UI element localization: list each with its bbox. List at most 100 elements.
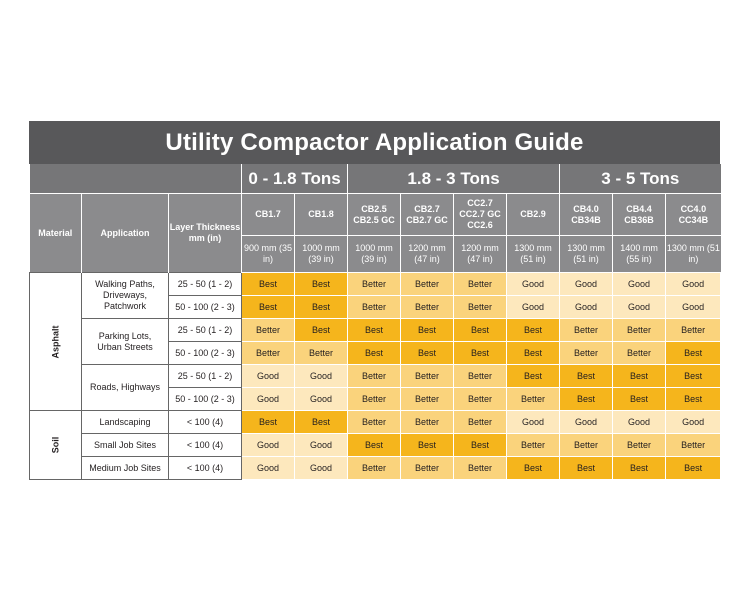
guide-table: 0 - 1.8 Tons 1.8 - 3 Tons 3 - 5 Tons Mat… (29, 164, 722, 480)
rating-cell: Better (453, 295, 508, 319)
model-header: CB2.7 CB2.7 GC (400, 193, 454, 236)
application-guide: Utility Compactor Application Guide 0 - … (29, 121, 722, 480)
material-label: Asphalt (50, 324, 61, 359)
rating-cell: Best (665, 387, 722, 411)
rating-cell: Best (506, 318, 561, 342)
rating-cell: Best (347, 318, 402, 342)
rating-cell: Best (453, 341, 508, 365)
drum-width-header: 900 mm (35 in) (241, 235, 295, 273)
application-header: Application (81, 193, 169, 273)
guide-title: Utility Compactor Application Guide (29, 121, 720, 164)
group-header-row: 0 - 1.8 Tons 1.8 - 3 Tons 3 - 5 Tons (29, 164, 721, 194)
rating-cell: Best (612, 364, 667, 388)
rating-cell: Good (294, 387, 349, 411)
rating-cell: Better (347, 364, 402, 388)
rating-cell: Good (665, 272, 722, 296)
rating-cell: Better (559, 341, 614, 365)
rating-cell: Good (559, 410, 614, 434)
model-header: CC2.7 CC2.7 GC CC2.6 (453, 193, 507, 236)
thickness-cell: 50 - 100 (2 - 3) (167, 341, 243, 365)
rating-cell: Best (294, 295, 349, 319)
thickness-cell: < 100 (4) (167, 410, 243, 434)
rating-cell: Good (612, 272, 667, 296)
rating-cell: Good (559, 272, 614, 296)
drum-width-header: 1200 mm (47 in) (453, 235, 507, 273)
rating-cell: Best (559, 456, 614, 480)
rating-cell: Good (559, 295, 614, 319)
material-cell: Soil (29, 410, 82, 480)
rating-cell: Good (506, 272, 561, 296)
rating-cell: Good (241, 433, 296, 457)
rating-cell: Best (400, 341, 455, 365)
rating-cell: Better (400, 456, 455, 480)
application-cell: Roads, Highways (81, 364, 169, 411)
rating-cell: Best (241, 272, 296, 296)
model-header: CB2.5 CB2.5 GC (347, 193, 401, 236)
rating-cell: Good (506, 410, 561, 434)
rating-cell: Better (400, 364, 455, 388)
thickness-cell: < 100 (4) (167, 456, 243, 480)
rating-cell: Good (294, 456, 349, 480)
rating-cell: Better (347, 295, 402, 319)
rating-cell: Best (559, 364, 614, 388)
rating-cell: Best (665, 341, 722, 365)
rating-cell: Best (453, 433, 508, 457)
rating-cell: Better (453, 364, 508, 388)
table-row: Parking Lots, Urban Streets 25 - 50 (1 - … (30, 318, 722, 365)
drum-width-header: 1000 mm (39 in) (347, 235, 401, 273)
thickness-cell: 25 - 50 (1 - 2) (167, 318, 243, 342)
drum-width-header: 1300 mm (51 in) (665, 235, 721, 273)
table-row: Asphalt Walking Paths, Driveways, Patchwo… (29, 272, 722, 411)
rating-cell: Better (559, 318, 614, 342)
rating-cell: Best (347, 341, 402, 365)
rating-cell: Better (665, 433, 722, 457)
table-row: Medium Job Sites < 100 (4) Good Good Better B… (30, 456, 722, 480)
model-header: CC4.0 CC34B (665, 193, 721, 236)
rating-cell: Better (665, 318, 722, 342)
rating-cell: Good (506, 295, 561, 319)
rating-cell: Better (347, 387, 402, 411)
rating-cell: Better (453, 410, 508, 434)
table-row: Small Job Sites < 100 (4) Good Good Best Best… (30, 433, 722, 457)
rating-cell: Better (400, 410, 455, 434)
rating-cell: Best (400, 433, 455, 457)
rating-cell: Good (241, 364, 296, 388)
rating-cell: Good (294, 364, 349, 388)
drum-width-header: 1300 mm (51 in) (559, 235, 613, 273)
rating-cell: Better (453, 456, 508, 480)
rating-cell: Better (506, 387, 561, 411)
rating-cell: Better (453, 272, 508, 296)
rating-cell: Better (506, 433, 561, 457)
rating-cell: Best (506, 364, 561, 388)
application-cell: Parking Lots, Urban Streets (81, 318, 169, 365)
model-header-row: Material Application Layer Thickness mm … (29, 193, 721, 273)
thickness-cell: 25 - 50 (1 - 2) (167, 364, 243, 388)
thickness-cell: 25 - 50 (1 - 2) (167, 272, 243, 296)
rating-cell: Better (400, 295, 455, 319)
rating-cell: Best (559, 387, 614, 411)
rating-cell: Best (347, 433, 402, 457)
rating-cell: Better (612, 318, 667, 342)
drum-width-header: 1400 mm (55 in) (612, 235, 666, 273)
rating-cell: Best (400, 318, 455, 342)
rating-cell: Better (241, 341, 296, 365)
rating-cell: Good (294, 433, 349, 457)
material-label: Soil (50, 436, 61, 454)
material-header: Material (29, 193, 82, 273)
thickness-cell: 50 - 100 (2 - 3) (167, 295, 243, 319)
table-row: Roads, Highways 25 - 50 (1 - 2) Good Good Be… (30, 364, 722, 411)
rating-cell: Best (506, 456, 561, 480)
table-row: 50 - 100 (2 - 3) Better Better Best Best Best… (30, 341, 722, 365)
rating-cell: Best (453, 318, 508, 342)
model-header: CB4.4 CB36B (612, 193, 666, 236)
rating-cell: Best (612, 387, 667, 411)
group-header-medium: 1.8 - 3 Tons (347, 164, 560, 194)
rating-cell: Best (294, 318, 349, 342)
rating-cell: Best (612, 456, 667, 480)
rating-cell: Best (294, 410, 349, 434)
group-header-heavy: 3 - 5 Tons (559, 164, 721, 194)
rating-cell: Good (241, 456, 296, 480)
table-row: Soil Landscaping < 100 (4) Best Best Better Be… (29, 410, 722, 480)
rating-cell: Good (612, 410, 667, 434)
rating-cell: Good (665, 295, 722, 319)
